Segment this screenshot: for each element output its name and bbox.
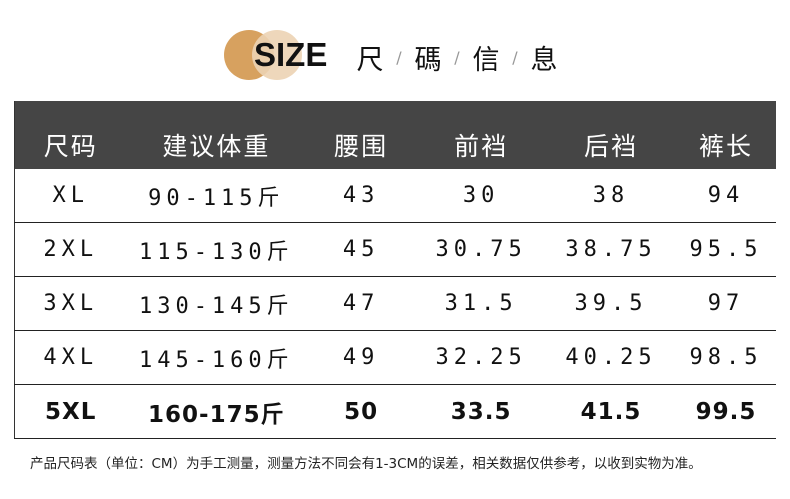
header-cell: 建议体重 xyxy=(126,101,307,169)
table-row: 3XL 130-145斤 47 31.5 39.5 97 xyxy=(14,276,776,331)
table-cell: 130-145斤 xyxy=(126,276,307,331)
table-cell: 38.75 xyxy=(546,222,676,277)
table-cell: 38 xyxy=(546,169,676,223)
size-word: SIZE xyxy=(254,36,328,73)
header-cell: 前裆 xyxy=(416,101,547,169)
table-cell: 3XL xyxy=(14,276,127,331)
table-cell: 50 xyxy=(306,384,417,439)
table-cell: 33.5 xyxy=(416,384,547,439)
title-char: 碼 xyxy=(414,45,442,76)
header-cell: 后裆 xyxy=(546,101,676,169)
title-char: 尺 xyxy=(356,45,384,76)
title-char: 息 xyxy=(530,45,558,76)
table-cell: 99.5 xyxy=(676,384,776,439)
header-cell: 尺码 xyxy=(14,101,127,169)
title-separator: / xyxy=(512,48,518,67)
table-cell: 43 xyxy=(306,169,417,223)
table-cell: 47 xyxy=(306,276,417,331)
table-cell: 49 xyxy=(306,330,417,385)
table-row: 5XL 160-175斤 50 33.5 41.5 99.5 xyxy=(14,384,776,439)
table-cell: 41.5 xyxy=(546,384,676,439)
measurement-note: 产品尺码表（单位：CM）为手工测量，测量方法不同会有1-3CM的误差，相关数据仅… xyxy=(30,456,702,472)
size-table: 尺码 建议体重 腰围 前裆 后裆 裤长 XL 90-115斤 43 30 38 94 2XL… xyxy=(14,101,776,439)
table-cell: 94 xyxy=(676,169,776,223)
table-cell: 4XL xyxy=(14,330,127,385)
table-row: 2XL 115-130斤 45 30.75 38.75 95.5 xyxy=(14,222,776,277)
table-cell: 97 xyxy=(676,276,776,331)
table-cell: 95.5 xyxy=(676,222,776,277)
title-char: 信 xyxy=(472,45,500,76)
table-cell: 2XL xyxy=(14,222,127,277)
table-cell: XL xyxy=(14,169,127,223)
table-cell: 31.5 xyxy=(416,276,547,331)
table-cell: 90-115斤 xyxy=(126,169,307,223)
header-cell: 腰围 xyxy=(306,101,417,169)
table-cell: 5XL xyxy=(14,384,127,439)
table-cell: 39.5 xyxy=(546,276,676,331)
table-header-row: 尺码 建议体重 腰围 前裆 后裆 裤长 xyxy=(14,101,776,169)
table-row: 4XL 145-160斤 49 32.25 40.25 98.5 xyxy=(14,330,776,385)
table-cell: 30 xyxy=(416,169,547,223)
table-cell: 30.75 xyxy=(416,222,547,277)
table-row: XL 90-115斤 43 30 38 94 xyxy=(14,169,776,223)
table-cell: 40.25 xyxy=(546,330,676,385)
decor-circle xyxy=(252,30,302,80)
table-cell: 98.5 xyxy=(676,330,776,385)
table-cell: 32.25 xyxy=(416,330,547,385)
table-cell: 45 xyxy=(306,222,417,277)
table-cell: 115-130斤 xyxy=(126,222,307,277)
header-cell: 裤长 xyxy=(676,101,776,169)
table-cell: 160-175斤 xyxy=(126,384,307,439)
title-chinese: 尺 / 碼 / 信 / 息 xyxy=(354,38,560,77)
section-title: SIZE 尺 / 碼 / 信 / 息 xyxy=(222,26,582,82)
table-cell: 145-160斤 xyxy=(126,330,307,385)
title-separator: / xyxy=(396,48,402,67)
title-separator: / xyxy=(454,48,460,67)
